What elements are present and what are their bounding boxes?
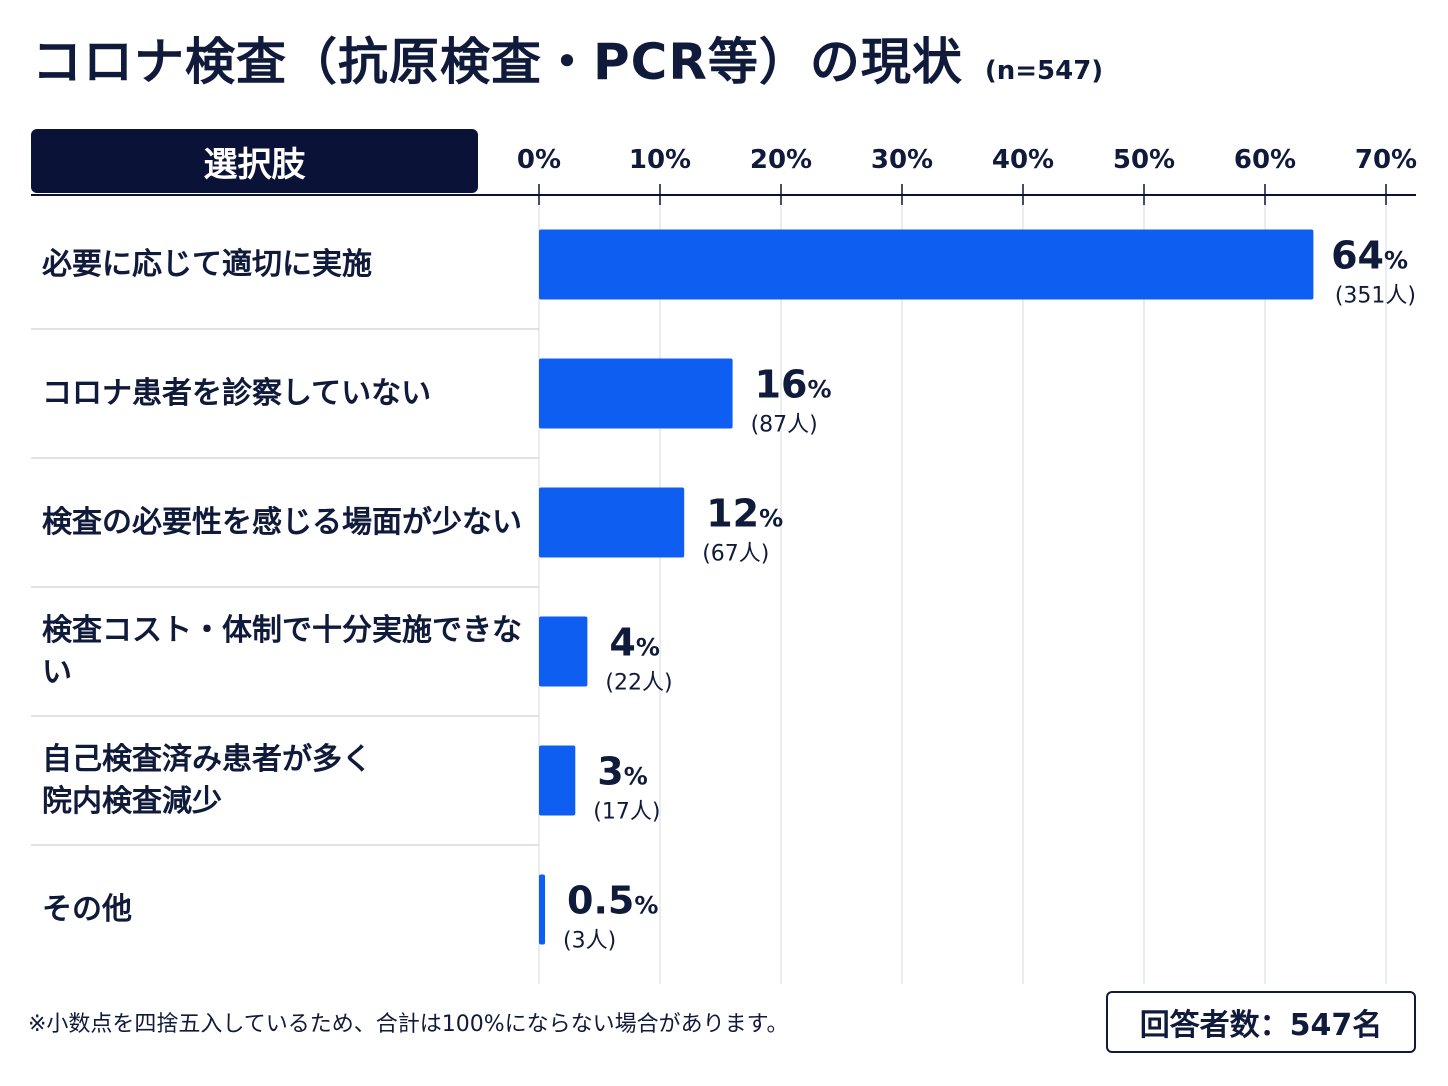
category-label: その他 bbox=[42, 845, 532, 974]
category-label-text: 必要に応じて適切に実施 bbox=[42, 246, 372, 282]
bar bbox=[539, 229, 1314, 300]
column-header-label: 選択肢 bbox=[203, 144, 306, 185]
bar bbox=[539, 487, 685, 558]
category-label: 必要に応じて適切に実施 bbox=[42, 200, 532, 329]
count-label: (3人) bbox=[563, 929, 616, 954]
respondent-total: 回答者数：547名 bbox=[1139, 1008, 1383, 1043]
count-label: (17人) bbox=[593, 800, 660, 825]
count-label: (351人) bbox=[1335, 284, 1416, 309]
x-tick-label: 10% bbox=[629, 145, 691, 175]
category-label-text: コロナ患者を診察していない bbox=[42, 375, 432, 411]
x-tick-label: 50% bbox=[1113, 145, 1175, 175]
footnote: ※小数点を四捨五入しているため、合計は100%にならない場合があります。 bbox=[28, 1012, 789, 1037]
category-label-text: 検査の必要性を感じる場面が少ない bbox=[42, 504, 522, 540]
sample-size: (n=547) bbox=[984, 56, 1104, 86]
data-label: 64% bbox=[1331, 234, 1408, 278]
category-label-text: 検査コスト・体制で十分実施できない bbox=[42, 612, 522, 690]
bar bbox=[539, 358, 733, 429]
category-label-text: その他 bbox=[42, 891, 132, 927]
chart-title: コロナ検査（抗原検査・PCR等）の現状 bbox=[32, 33, 963, 91]
data-label: 12% bbox=[706, 492, 783, 536]
count-label: (87人) bbox=[751, 413, 818, 438]
x-tick-label: 70% bbox=[1355, 145, 1417, 175]
bar bbox=[539, 745, 576, 816]
count-label: (67人) bbox=[702, 542, 769, 567]
data-label: 0.5% bbox=[567, 879, 658, 923]
category-label: コロナ患者を診察していない bbox=[42, 329, 532, 458]
x-tick-label: 30% bbox=[871, 145, 933, 175]
data-label: 4% bbox=[609, 621, 660, 665]
count-label: (22人) bbox=[605, 671, 672, 696]
respondent-total-box: 回答者数：547名 bbox=[1106, 991, 1416, 1053]
category-label-text: 自己検査済み患者が多く 院内検査減少 bbox=[42, 741, 372, 819]
x-tick-label: 40% bbox=[992, 145, 1054, 175]
x-tick-label: 60% bbox=[1234, 145, 1296, 175]
x-tick-label: 0% bbox=[517, 145, 561, 175]
category-label: 自己検査済み患者が多く 院内検査減少 bbox=[42, 716, 532, 845]
data-label: 3% bbox=[597, 750, 648, 794]
bar bbox=[539, 874, 546, 945]
column-header: 選択肢 bbox=[31, 129, 478, 193]
data-label: 16% bbox=[755, 363, 832, 407]
title-row: コロナ検査（抗原検査・PCR等）の現状 (n=547) bbox=[32, 22, 1103, 92]
category-label: 検査コスト・体制で十分実施できない bbox=[42, 587, 532, 716]
category-label: 検査の必要性を感じる場面が少ない bbox=[42, 458, 532, 587]
bar bbox=[539, 616, 588, 687]
x-tick-label: 20% bbox=[750, 145, 812, 175]
